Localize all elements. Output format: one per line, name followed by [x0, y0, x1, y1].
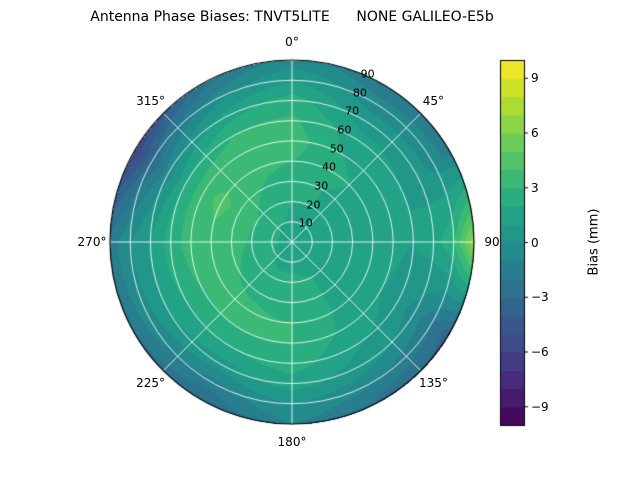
- angular-tick-label-180: 180°: [277, 435, 307, 449]
- angular-tick-label-45: 45°: [422, 93, 445, 108]
- radial-tick-label-60: 60: [337, 123, 352, 137]
- angular-tick-label-0: 0°: [285, 35, 299, 49]
- colorbar-tick-label--6: −6: [531, 345, 549, 359]
- colorbar-tick-label-6: 6: [531, 126, 539, 140]
- radial-tick-label-90: 90: [360, 67, 375, 81]
- radial-tick-label-10: 10: [298, 216, 313, 230]
- colorbar-tick-label--9: −9: [531, 399, 549, 414]
- radial-tick-label-50: 50: [329, 142, 344, 156]
- colorbar-tick-label-0: 0: [531, 235, 539, 250]
- radial-tick-label-30: 30: [314, 179, 329, 193]
- angular-tick-label-315: 315°: [136, 93, 166, 108]
- colorbar-tick-label-9: 9: [531, 71, 539, 86]
- radial-tick-label-80: 80: [352, 86, 367, 100]
- colorbar-axis-label: Bias (mm): [586, 208, 602, 276]
- radial-tick-label-70: 70: [345, 104, 360, 118]
- colorbar-tick-label--3: −3: [531, 290, 549, 305]
- angular-tick-label-90: 90: [484, 235, 500, 249]
- angular-tick-label-270: 270°: [77, 235, 107, 249]
- chart-title: Antenna Phase Biases: TNVT5LITE NONE GAL…: [90, 9, 494, 25]
- angular-tick-label-135: 135°: [418, 376, 448, 391]
- radial-tick-label-20: 20: [306, 198, 321, 212]
- angular-tick-label-225: 225°: [136, 376, 166, 391]
- colorbar-tick-label-3: 3: [531, 180, 539, 195]
- radial-tick-label-40: 40: [321, 160, 336, 174]
